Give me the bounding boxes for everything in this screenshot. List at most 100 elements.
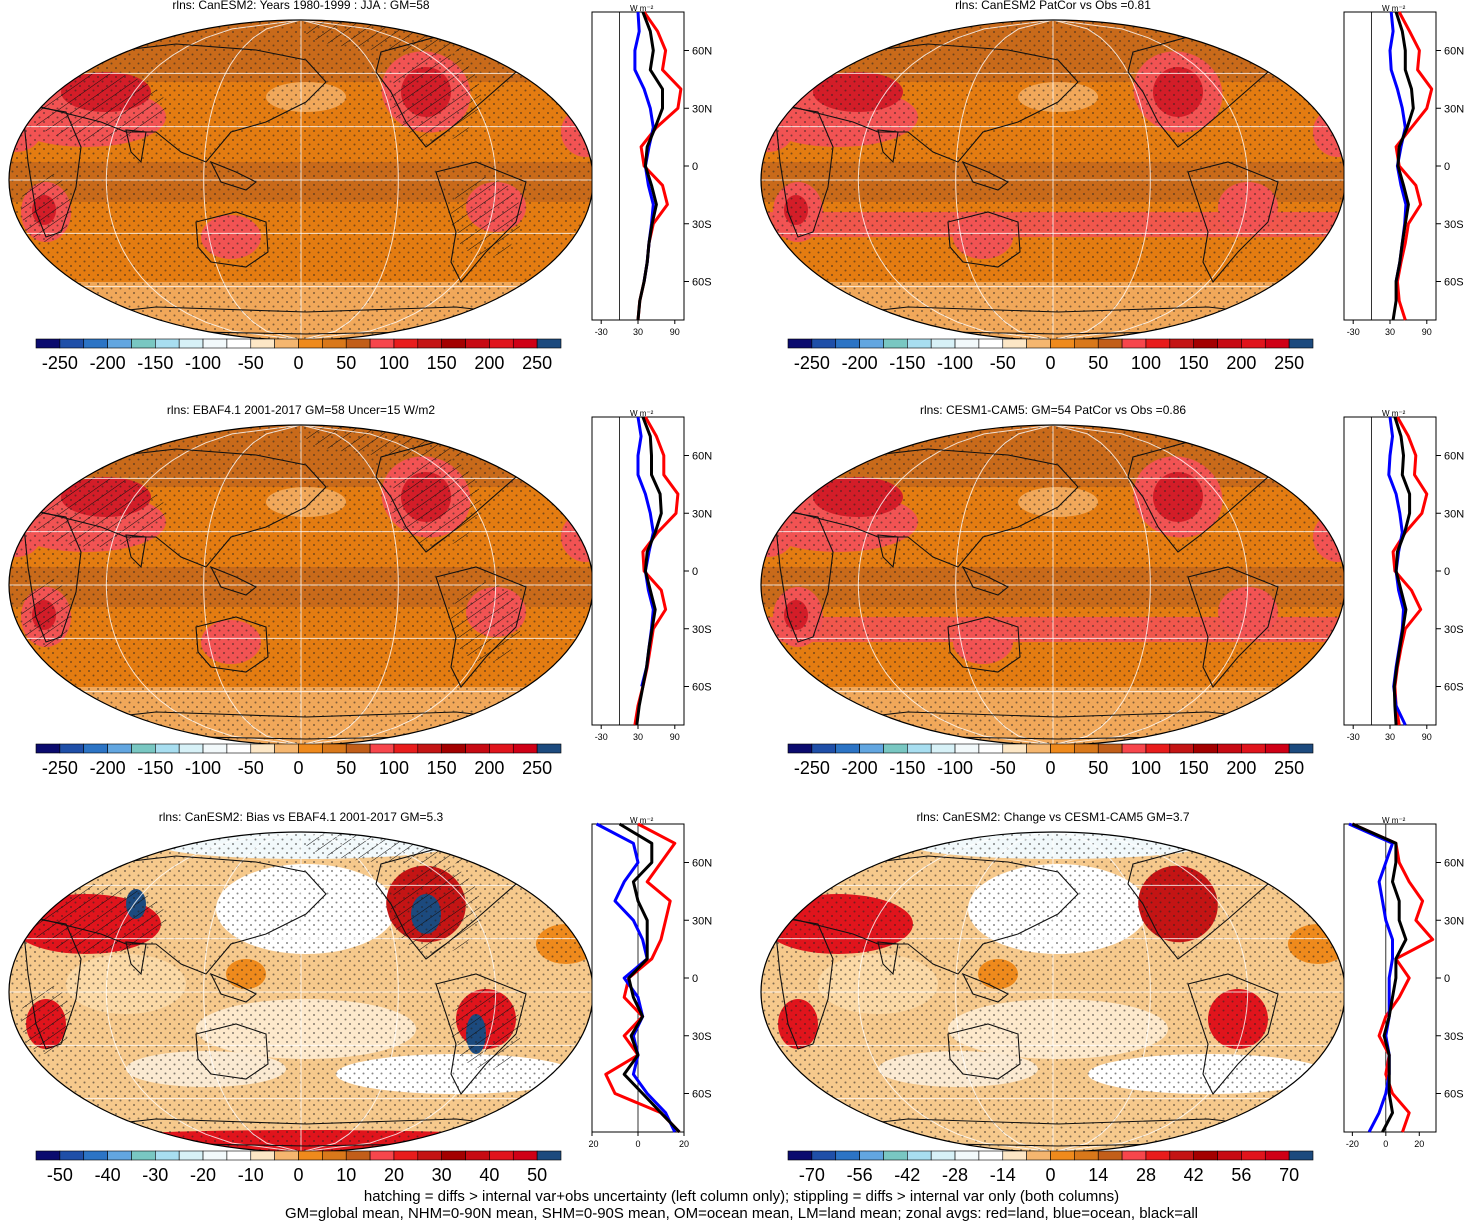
colorbar-swatch (1288, 1150, 1314, 1161)
colorbar-tick-label: 150 (1179, 758, 1209, 778)
colorbar-swatch (1074, 338, 1099, 349)
colorbar-swatch (512, 1150, 538, 1161)
zonal-lat-label: 30N (1444, 103, 1464, 115)
indonesia-outline (209, 565, 258, 596)
graticule (9, 20, 593, 340)
zonal-x-label: 30 (633, 327, 643, 337)
map-fields (9, 832, 593, 1152)
zonal-canesm2-patcor: W m⁻² 60N 30N 0 30S 60S -30 30 90 (1343, 4, 1464, 337)
colorbar-tick-label: 250 (1274, 353, 1304, 373)
colorbar-swatch (1217, 1150, 1242, 1161)
colorbar-tick-label: 200 (1226, 353, 1256, 373)
zonal-x-label: -20 (1346, 1139, 1359, 1149)
colorbar-tick-label: 250 (522, 353, 552, 373)
colorbar-tick-label: -250 (42, 758, 78, 778)
colorbar-swatch (489, 338, 514, 349)
colorbar-swatch (298, 1150, 323, 1161)
map-title: rlns: EBAF4.1 2001-2017 GM=58 Uncer=15 W… (166, 403, 436, 417)
colorbar-swatch (250, 1150, 275, 1161)
colorbar-swatch (859, 1150, 884, 1161)
colorbar-tick-label: 100 (1131, 353, 1161, 373)
colorbar-swatch (345, 1150, 371, 1161)
zonal-x-label: 30 (1385, 327, 1395, 337)
colorbar-tick-label: -50 (990, 353, 1016, 373)
map-title: rlns: CESM1-CAM5: GM=54 PatCor vs Obs =0… (919, 403, 1187, 417)
zonal-units: W m⁻² (630, 4, 654, 13)
colorbar-swatch (83, 743, 108, 754)
colorbar-swatch (226, 1150, 252, 1161)
colorbar-swatch (345, 338, 371, 349)
zonal-lat-label: 30N (692, 103, 712, 115)
graticule (761, 425, 1345, 745)
map-change (760, 831, 1346, 1153)
colorbar-bias: -50 -40 -30 -20 -10 0 10 20 30 40 50 (35, 1150, 562, 1185)
zonal-curve-all (636, 11, 664, 321)
colorbar-swatch (59, 743, 85, 754)
colorbar-swatch (930, 338, 956, 349)
zonal-curve-all (635, 416, 663, 726)
colorbar-tick-label: 150 (427, 353, 457, 373)
colorbar-tick-label: 200 (474, 353, 504, 373)
colorbar-tick-label: -150 (137, 758, 173, 778)
africa-outline (23, 106, 82, 238)
africa-outline (23, 511, 82, 643)
meridian--60 (955, 832, 1054, 1152)
australia-outline (947, 616, 1021, 673)
colorbar-swatch (859, 338, 884, 349)
colorbar-tick-label: -200 (90, 353, 126, 373)
south-america-outline (1187, 566, 1279, 688)
colorbar-swatch (835, 1150, 860, 1161)
footer-notes: hatching = diffs > internal var+obs unce… (0, 1188, 1483, 1222)
colorbar-swatch (1288, 338, 1314, 349)
colorbar-cesm1: -250 -200 -150 -100 -50 0 50 100 150 200 250 (787, 743, 1314, 778)
colorbar-swatch (369, 1150, 395, 1161)
zonal-units: W m⁻² (1382, 4, 1406, 13)
meridian--60 (203, 832, 302, 1152)
colorbar-swatch (883, 1150, 908, 1161)
zonal-canesm2-jja: W m⁻² 60N 30N 0 30S 60S -30 30 90 (591, 4, 712, 337)
colorbar-swatch (1002, 338, 1027, 349)
colorbar-swatch (417, 338, 442, 349)
colorbar-tick-label: -30 (142, 1165, 168, 1185)
colorbar-swatch (83, 1150, 108, 1161)
colorbar-swatch (1264, 1150, 1290, 1161)
colorbar-swatch (1193, 743, 1218, 754)
colorbar-tick-label: 30 (432, 1165, 452, 1185)
zonal-x-label: 20 (1414, 1139, 1424, 1149)
greenland-outline (495, 26, 552, 58)
colorbar-tick-label: -250 (794, 353, 830, 373)
colorbar-swatch (536, 1150, 562, 1161)
colorbar-swatch (393, 1150, 419, 1161)
colorbar-swatch (1169, 338, 1194, 349)
colorbar-swatch (83, 338, 108, 349)
south-america-outline (435, 161, 527, 283)
map-fields (761, 425, 1345, 745)
meridian--120 (105, 832, 302, 1152)
colorbar-swatch (202, 338, 228, 349)
colorbar-swatch (59, 338, 85, 349)
meridian--60 (203, 425, 302, 745)
meridian--120 (105, 425, 302, 745)
map-canesm2-patcor (760, 19, 1346, 341)
colorbar-tick-label: -40 (95, 1165, 121, 1185)
zonal-x-label: 0 (635, 1139, 640, 1149)
india-outline (125, 941, 147, 976)
indonesia-outline (209, 972, 258, 1003)
zonal-lat-label: 30S (692, 219, 712, 231)
zonal-x-label: -30 (595, 732, 608, 742)
colorbar-swatch (202, 1150, 228, 1161)
zonal-lat-label: 0 (1444, 566, 1450, 578)
zonal-x-label: 30 (1385, 732, 1395, 742)
colorbar-swatch (345, 743, 371, 754)
colorbar-swatch (883, 338, 908, 349)
colorbar-swatch (1026, 743, 1051, 754)
meridian-120 (1052, 20, 1249, 340)
colorbar-swatch (1241, 338, 1266, 349)
footer-line-2: GM=global mean, NHM=0-90N mean, SHM=0-90… (284, 1205, 1198, 1222)
zonal-curve-all (618, 822, 681, 1134)
colorbar-swatch (1074, 743, 1099, 754)
greenland-outline (495, 431, 552, 463)
zonal-cesm1: W m⁻² 60N 30N 0 30S 60S -30 30 90 (1343, 409, 1464, 742)
zonal-lat-label: 30S (1444, 624, 1464, 636)
colorbar-tick-label: -150 (889, 758, 925, 778)
